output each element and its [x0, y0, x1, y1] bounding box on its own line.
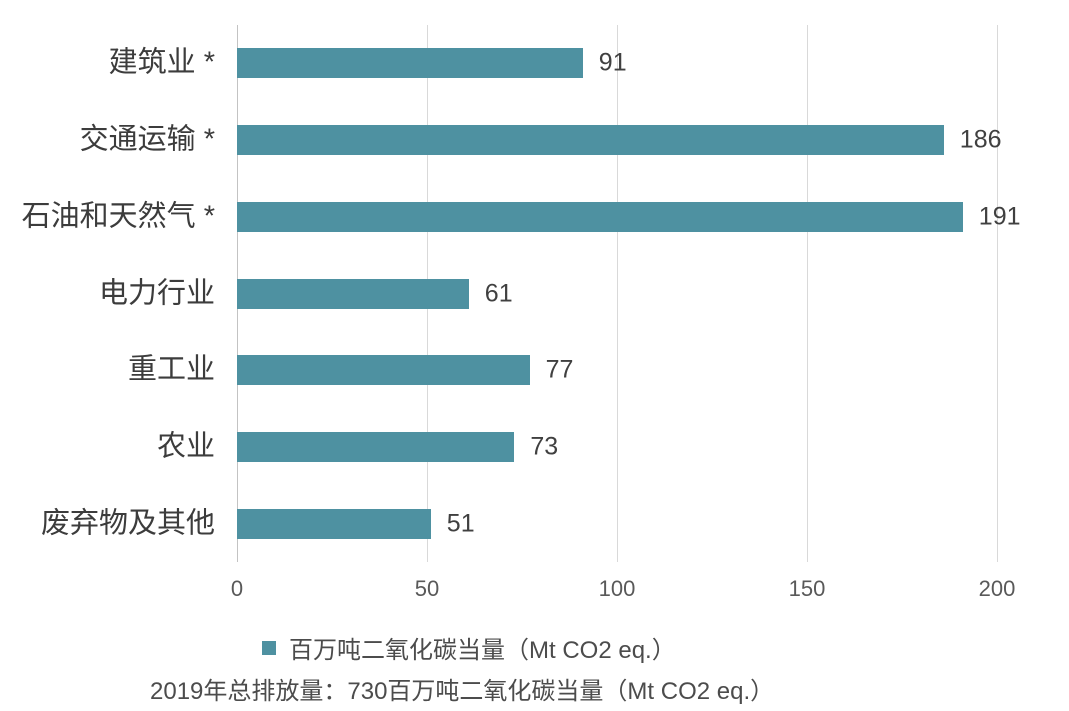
- value-label: 51: [446, 509, 475, 538]
- gridline-100: [616, 25, 618, 562]
- value-label: 91: [598, 48, 627, 77]
- bar: [237, 125, 944, 156]
- gridline-150: [806, 25, 808, 562]
- x-tick-label-50: 50: [414, 576, 440, 601]
- legend: 百万吨二氧化碳当量（Mt CO2 eq.）: [262, 630, 676, 665]
- x-tick-label-150: 150: [788, 576, 826, 601]
- category-label: 建筑业 *: [108, 46, 215, 79]
- bar: [237, 508, 431, 539]
- value-label: 191: [978, 202, 1021, 231]
- legend-swatch-icon: [262, 640, 276, 655]
- legend-label: 百万吨二氧化碳当量（Mt CO2 eq.）: [289, 637, 676, 664]
- bar: [237, 431, 515, 462]
- value-label: 61: [484, 279, 513, 307]
- x-tick-label-0: 0: [230, 576, 244, 601]
- category-axis-labels: 建筑业 * 交通运输 * 石油和天然气 * 电力行业重工业农业废弃物及其他: [0, 25, 215, 562]
- category-label: 石油和天然气 *: [21, 200, 215, 233]
- bar: [237, 48, 583, 79]
- category-label: 农业: [156, 430, 215, 463]
- category-label: 重工业: [127, 353, 215, 386]
- x-tick-label-200: 200: [978, 576, 1016, 601]
- category-label: 交通运输 *: [79, 123, 215, 156]
- bar: [237, 278, 469, 309]
- value-label: 77: [545, 355, 574, 384]
- bar: [237, 355, 530, 386]
- total-emissions-caption: 2019年总排放量：730百万吨二氧化碳当量（Mt CO2 eq.）: [150, 678, 775, 705]
- x-tick-label-100: 100: [598, 576, 636, 601]
- category-label: 电力行业: [98, 277, 215, 309]
- value-label: 73: [530, 432, 559, 461]
- plot-area: 91 186 191 61 77 73 51: [236, 25, 1021, 562]
- value-label: 186: [959, 125, 1002, 154]
- bar: [237, 201, 963, 232]
- gridline-200: [996, 25, 998, 562]
- category-label: 废弃物及其他: [40, 507, 215, 540]
